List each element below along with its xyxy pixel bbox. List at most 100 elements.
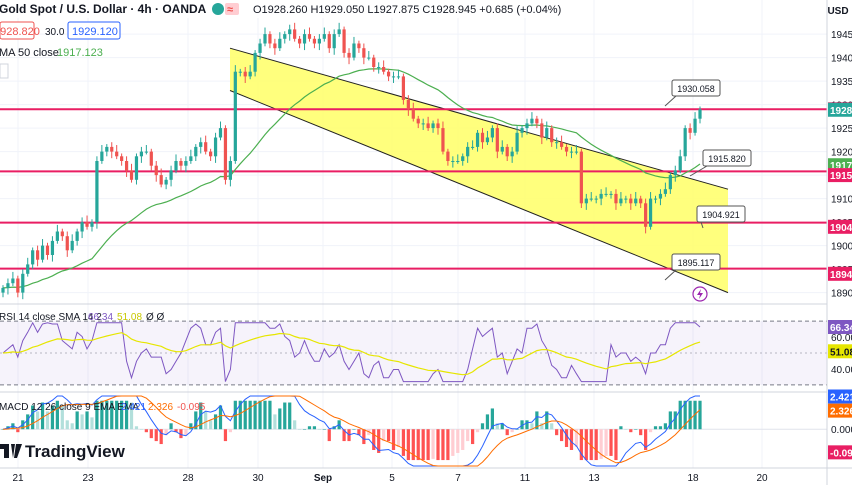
candle[interactable] xyxy=(159,168,163,188)
candle[interactable] xyxy=(441,121,445,155)
candle[interactable] xyxy=(594,195,598,204)
candle[interactable] xyxy=(273,38,277,55)
candle[interactable] xyxy=(584,193,588,210)
candle[interactable] xyxy=(144,145,148,155)
candle[interactable] xyxy=(614,189,618,210)
candle[interactable] xyxy=(688,123,692,140)
wave-icon[interactable] xyxy=(225,3,239,15)
candle[interactable] xyxy=(55,224,59,244)
candle[interactable] xyxy=(673,165,677,182)
candle[interactable] xyxy=(278,32,282,52)
market-status-icon[interactable] xyxy=(212,3,224,15)
callout-box[interactable] xyxy=(696,205,746,223)
sell-button[interactable] xyxy=(0,21,35,40)
candle[interactable] xyxy=(194,144,198,161)
candle[interactable] xyxy=(243,67,247,83)
candle[interactable] xyxy=(288,24,292,41)
candle[interactable] xyxy=(386,68,391,82)
candle[interactable] xyxy=(624,195,628,204)
candle[interactable] xyxy=(639,195,643,208)
candle[interactable] xyxy=(436,118,440,135)
candle[interactable] xyxy=(446,148,450,166)
candle[interactable] xyxy=(80,217,84,239)
candle[interactable] xyxy=(540,118,544,145)
candle[interactable] xyxy=(406,95,410,116)
candle[interactable] xyxy=(1,285,5,298)
candle[interactable] xyxy=(337,22,341,37)
candle[interactable] xyxy=(609,191,613,199)
candle[interactable] xyxy=(164,176,168,190)
candle[interactable] xyxy=(45,242,50,260)
candle[interactable] xyxy=(233,65,237,164)
candle[interactable] xyxy=(154,161,158,182)
candle[interactable] xyxy=(184,156,188,173)
candle[interactable] xyxy=(466,142,470,163)
candle[interactable] xyxy=(327,31,331,53)
candle[interactable] xyxy=(461,153,465,166)
candle[interactable] xyxy=(629,193,633,210)
candle[interactable] xyxy=(569,146,574,159)
candle[interactable] xyxy=(372,54,376,72)
candle[interactable] xyxy=(11,271,15,287)
candle[interactable] xyxy=(26,257,30,277)
candle[interactable] xyxy=(495,123,499,159)
candle[interactable] xyxy=(174,154,178,174)
candle[interactable] xyxy=(362,43,366,65)
candle[interactable] xyxy=(40,239,45,263)
candle[interactable] xyxy=(564,144,569,157)
candle[interactable] xyxy=(283,31,287,44)
candle[interactable] xyxy=(471,140,475,150)
candle[interactable] xyxy=(110,142,114,159)
candle[interactable] xyxy=(204,135,208,155)
candle[interactable] xyxy=(60,228,64,241)
candle[interactable] xyxy=(431,120,435,133)
candle[interactable] xyxy=(95,156,99,229)
candle[interactable] xyxy=(599,189,603,206)
candle[interactable] xyxy=(500,140,504,155)
candle[interactable] xyxy=(149,148,153,171)
candle[interactable] xyxy=(426,116,430,131)
candle[interactable] xyxy=(559,135,564,150)
candle[interactable] xyxy=(475,129,480,152)
candle[interactable] xyxy=(589,192,593,202)
candle[interactable] xyxy=(169,165,173,187)
callout-box[interactable] xyxy=(702,149,752,167)
candle[interactable] xyxy=(658,189,663,206)
candle[interactable] xyxy=(293,22,297,42)
candle[interactable] xyxy=(307,27,312,42)
candle[interactable] xyxy=(579,148,583,208)
candle[interactable] xyxy=(268,31,272,49)
candle[interactable] xyxy=(391,71,396,83)
candle[interactable] xyxy=(134,153,139,185)
callout-box[interactable] xyxy=(671,253,721,271)
candle[interactable] xyxy=(228,156,232,187)
candle[interactable] xyxy=(31,247,35,270)
candle[interactable] xyxy=(332,29,336,55)
candle[interactable] xyxy=(668,172,672,194)
candle[interactable] xyxy=(698,106,702,124)
channel-upper-line[interactable] xyxy=(229,47,729,190)
candle[interactable] xyxy=(535,115,539,129)
candle[interactable] xyxy=(401,73,406,105)
candle[interactable] xyxy=(530,112,534,127)
candle[interactable] xyxy=(480,128,485,149)
candle[interactable] xyxy=(693,112,697,136)
candle[interactable] xyxy=(634,192,638,207)
candle[interactable] xyxy=(317,34,321,51)
candle[interactable] xyxy=(120,153,124,166)
candle[interactable] xyxy=(456,154,460,164)
candle[interactable] xyxy=(357,40,361,53)
candle[interactable] xyxy=(663,182,668,197)
buy-button[interactable] xyxy=(67,21,121,40)
candle[interactable] xyxy=(253,50,257,77)
candle[interactable] xyxy=(515,126,519,155)
candle[interactable] xyxy=(678,149,682,174)
candle[interactable] xyxy=(411,102,415,122)
candle[interactable] xyxy=(129,163,134,183)
candle[interactable] xyxy=(124,156,129,177)
candle[interactable] xyxy=(6,278,10,295)
channel-lower-line[interactable] xyxy=(229,90,729,294)
candle[interactable] xyxy=(574,145,579,155)
candle[interactable] xyxy=(382,60,386,75)
callout-box[interactable] xyxy=(671,79,721,97)
